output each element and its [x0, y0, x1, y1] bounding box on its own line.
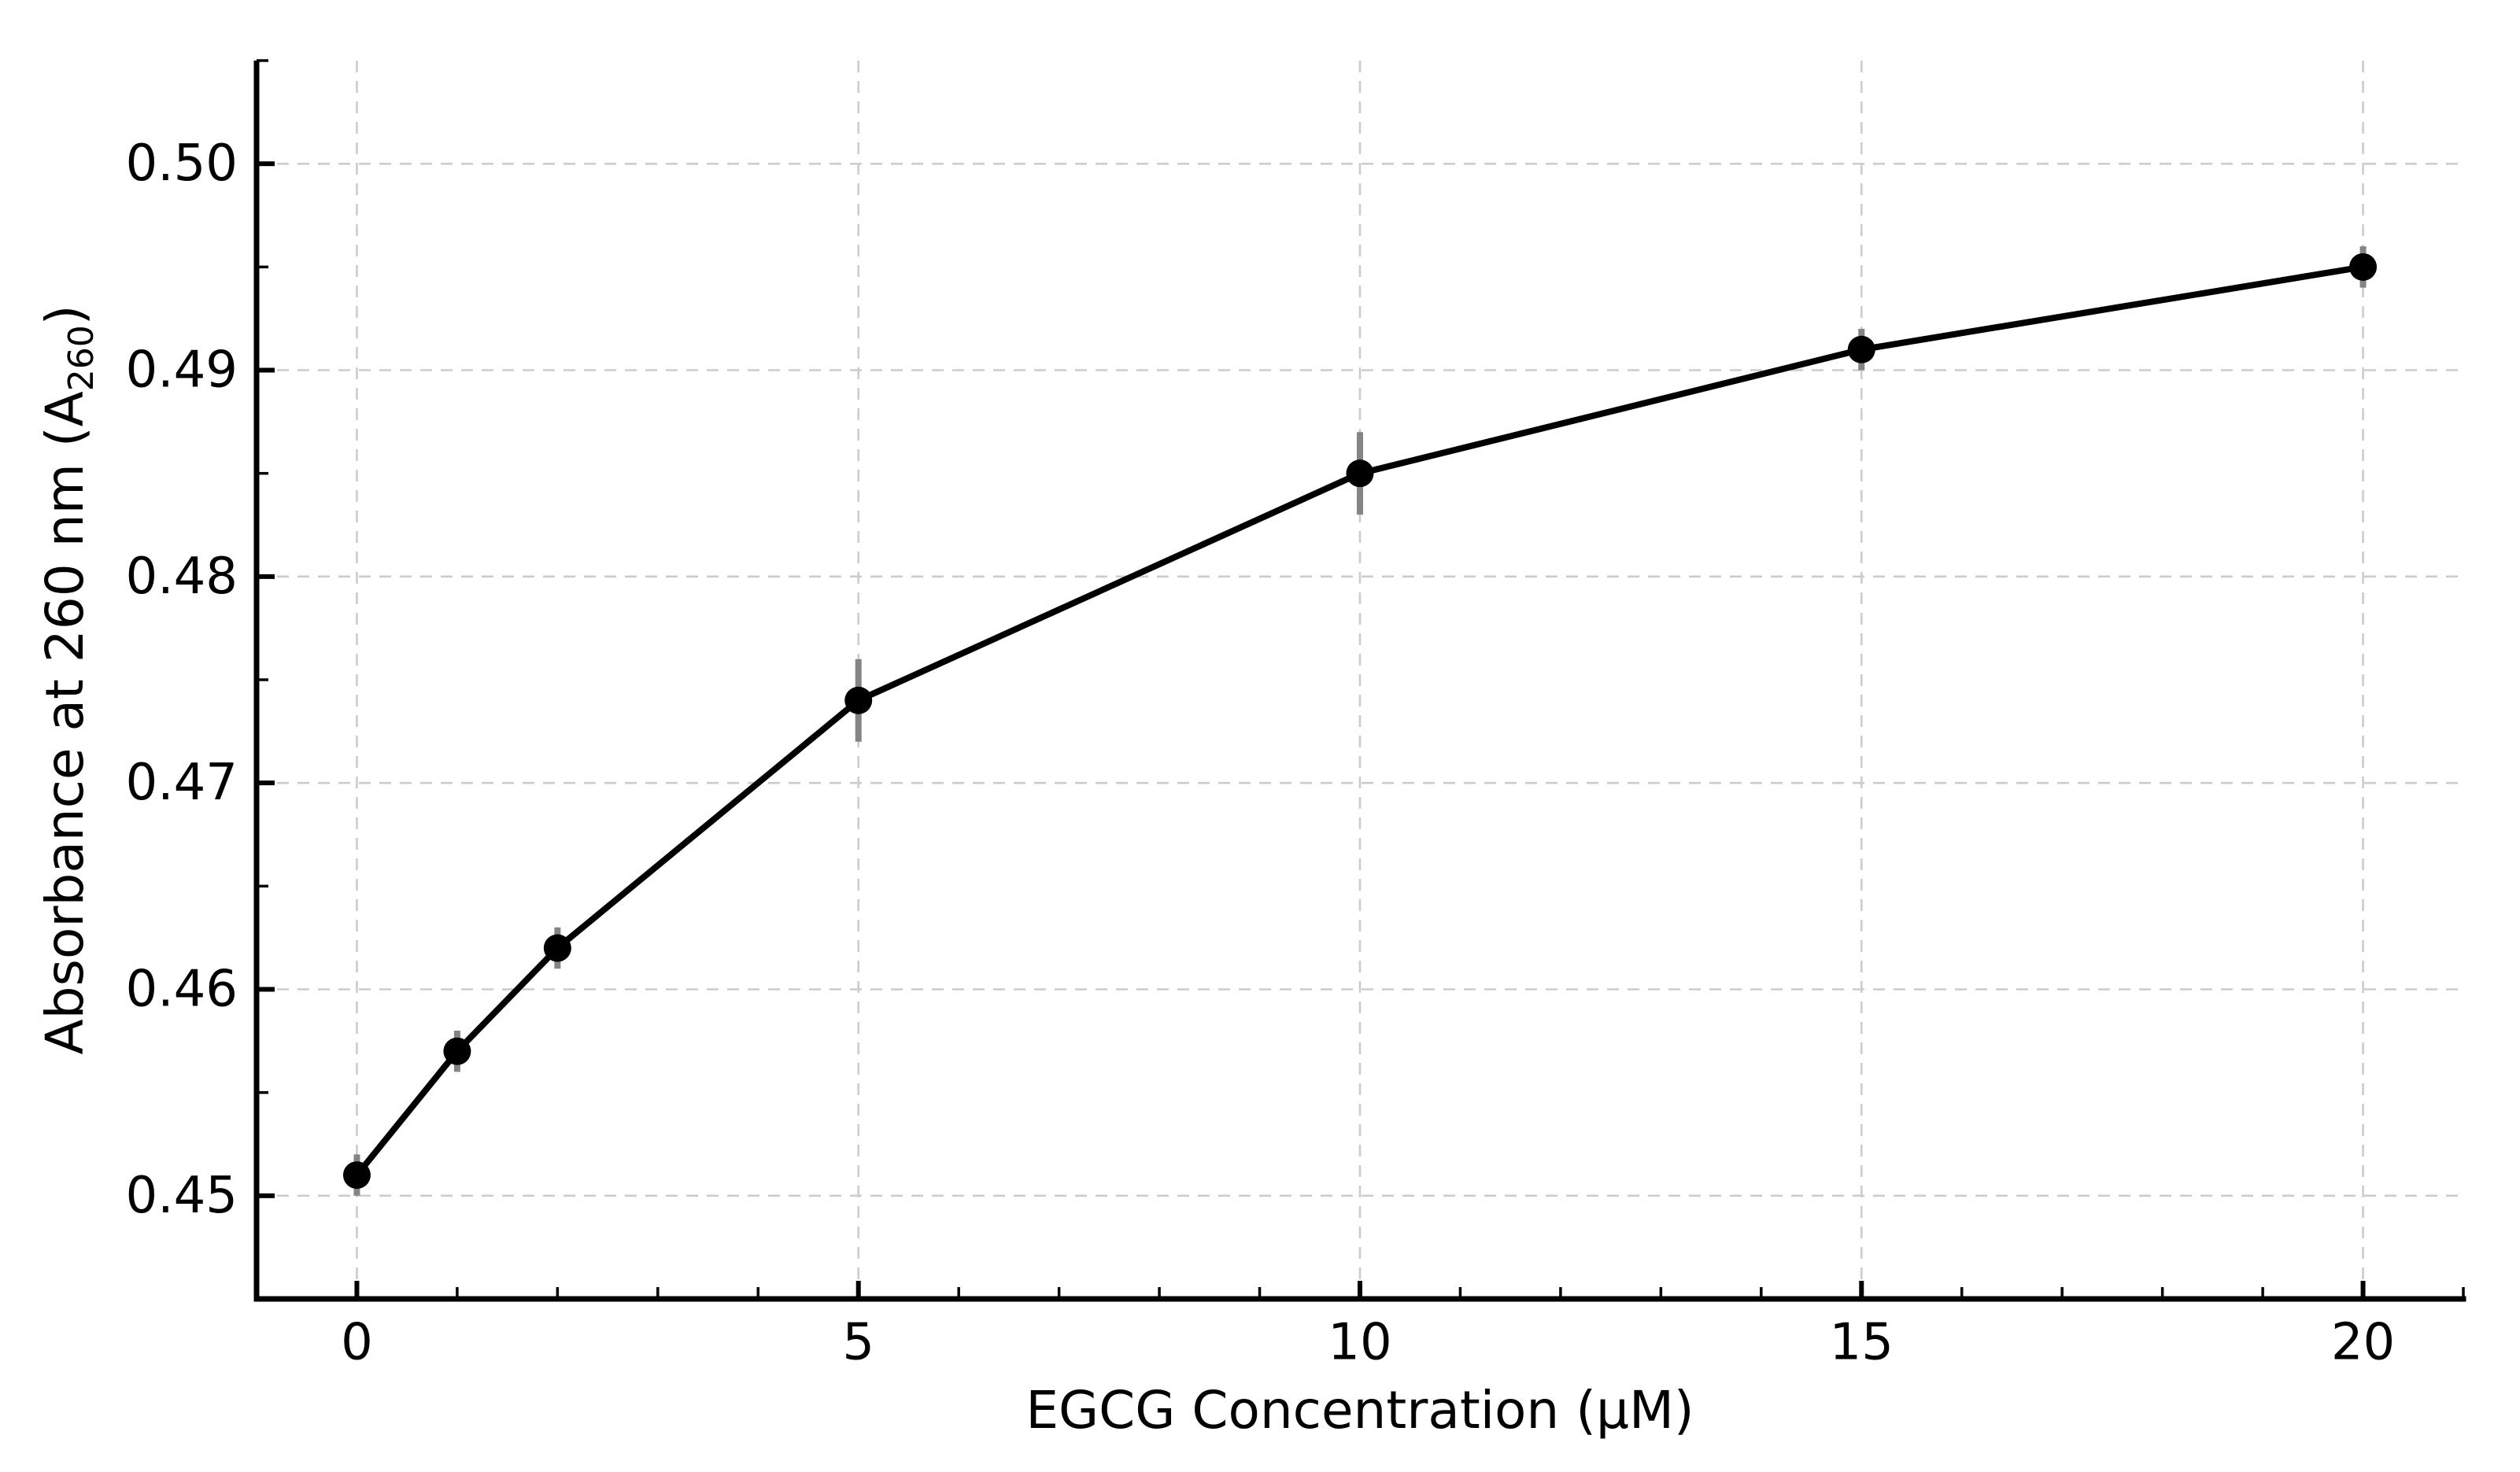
y-tick-label: 0.50	[126, 135, 238, 193]
x-tick-label: 5	[842, 1313, 874, 1371]
x-tick-label: 15	[1830, 1313, 1894, 1371]
data-point-marker	[342, 1161, 371, 1190]
y-tick-label: 0.46	[126, 961, 238, 1019]
y-axis-title: Absorbance at 260 nm (A260)	[35, 305, 102, 1055]
data-point-marker	[543, 934, 571, 962]
data-point-marker	[1847, 335, 1875, 363]
y-axis-title-part: Absorbance at 260 nm (A	[35, 391, 95, 1054]
y-axis-title-part: )	[35, 305, 95, 326]
data-point-marker	[443, 1037, 471, 1065]
y-tick-label: 0.48	[126, 548, 238, 606]
y-tick-label: 0.45	[126, 1167, 238, 1225]
x-axis-title: EGCG Concentration (μM)	[1025, 1380, 1694, 1441]
data-point-marker	[2349, 253, 2378, 281]
data-point-marker	[844, 686, 873, 714]
y-tick-label: 0.47	[126, 754, 238, 812]
data-point-marker	[1346, 459, 1374, 488]
x-tick-label: 0	[341, 1313, 373, 1371]
y-tick-label: 0.49	[126, 341, 238, 400]
x-tick-label: 20	[2331, 1313, 2395, 1371]
y-axis-title-subscript: 260	[61, 325, 102, 391]
x-tick-label: 10	[1328, 1313, 1391, 1371]
